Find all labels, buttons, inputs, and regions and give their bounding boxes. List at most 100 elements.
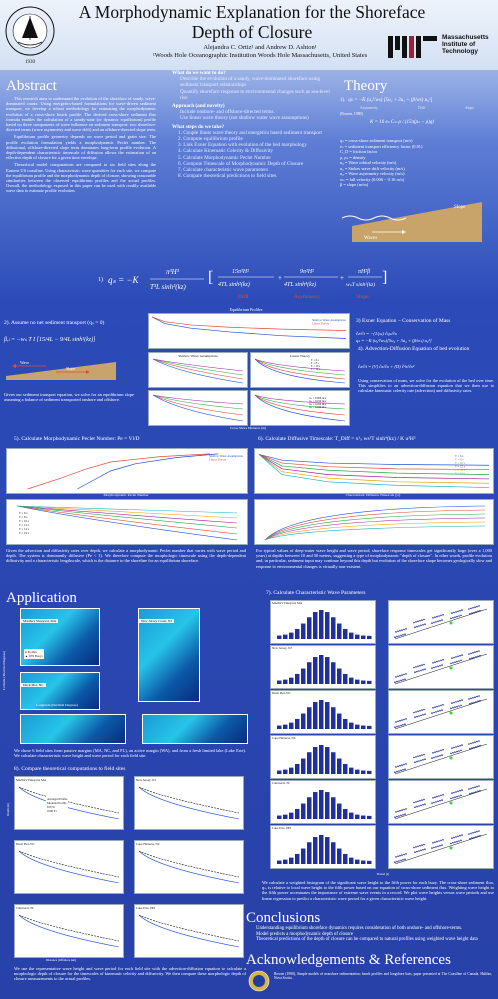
histogram-bar xyxy=(307,797,312,819)
sec7-title: 7). Calculate Characteristic Wave Parame… xyxy=(266,590,366,596)
sub-chart-shallow-t: Shallow Water Assumptions xyxy=(148,352,248,388)
histogram-bar xyxy=(343,628,348,639)
histogram-bar xyxy=(277,635,282,639)
series-line xyxy=(258,454,490,480)
histogram-bar xyxy=(325,792,330,819)
scatter-point xyxy=(413,621,415,624)
scatter-point xyxy=(470,787,472,790)
svg-text:+: + xyxy=(278,274,282,282)
series-line xyxy=(151,316,347,331)
scatter-point xyxy=(432,617,434,619)
histogram-bar xyxy=(337,623,342,639)
scatter-point xyxy=(415,621,417,623)
approach-heading: Approach (and novelty) xyxy=(172,103,225,110)
histogram-bar xyxy=(313,837,318,864)
scatter-point xyxy=(396,635,398,638)
scatter-point xyxy=(397,810,399,813)
scatter-point xyxy=(468,743,470,745)
scatter-point xyxy=(440,659,442,662)
legend-entry: T = 8 s xyxy=(455,458,464,462)
scatter-point xyxy=(452,662,454,664)
scatter-point xyxy=(461,609,463,611)
abstract-p2: Equilibrium profile geometry depends on … xyxy=(6,134,156,161)
scatter-point xyxy=(455,791,457,793)
histogram-bar xyxy=(325,612,330,639)
scatter-point xyxy=(419,754,421,757)
scatter-point xyxy=(476,740,478,743)
theory-var: C_D = friction factor xyxy=(340,149,378,154)
histogram-bar xyxy=(289,857,294,864)
scatter-point xyxy=(396,725,398,728)
abstract-p3: Theoretical model computations are compa… xyxy=(6,162,156,194)
timescale-chart-2 xyxy=(254,499,494,545)
scatter-point xyxy=(418,670,420,672)
scatter-point xyxy=(420,804,422,807)
scatter-point xyxy=(398,635,400,637)
scatter-point xyxy=(478,830,480,832)
scatter-point xyxy=(468,833,470,835)
wave-scatter xyxy=(388,735,494,779)
scatter-point xyxy=(394,726,396,728)
scatter-point xyxy=(460,749,462,752)
svg-text:T³L sinh³(kz): T³L sinh³(kz) xyxy=(150,283,186,291)
histogram-bar xyxy=(367,815,372,819)
regression-line xyxy=(394,698,488,730)
scatter-point xyxy=(458,615,460,617)
scatter-point xyxy=(401,629,403,631)
scatter-point xyxy=(476,830,478,833)
scatter-point xyxy=(420,624,422,627)
sec4-title: 4). Advection-Diffusion Equation of bed … xyxy=(358,346,470,352)
ws-legend-entry: wₛ = 0.010 m/s xyxy=(309,400,326,403)
scatter-point xyxy=(461,699,463,701)
scatter-point xyxy=(438,795,440,797)
map-title: Martha's Vineyard, MA xyxy=(21,619,59,623)
series-line xyxy=(151,316,347,339)
histogram-bar xyxy=(283,679,288,684)
map-new-jersey: New Jersey Coast, NJ xyxy=(138,608,200,702)
histogram-bar xyxy=(289,812,294,819)
scatter-point xyxy=(405,853,407,855)
scatter-point xyxy=(395,766,397,768)
scatter-point xyxy=(431,622,433,624)
scatter-point xyxy=(460,614,462,617)
scatter-point xyxy=(431,847,433,849)
scatter-point xyxy=(415,756,417,758)
scatter-point xyxy=(450,662,452,665)
scatter-point xyxy=(395,811,397,813)
scatter-point xyxy=(422,759,424,761)
scatter-point xyxy=(451,657,453,659)
sec2-diagram: Wave Slope xyxy=(6,358,126,380)
scatter-point xyxy=(403,808,405,811)
big-eq-label: 1) xyxy=(98,277,103,283)
histogram-bar xyxy=(355,724,360,729)
scatter-point xyxy=(418,850,420,852)
ws-legend-entry: wₛ = 0.020 m/s xyxy=(309,403,326,406)
scatter-point xyxy=(405,808,407,810)
regression-line xyxy=(394,608,488,640)
scatter-point xyxy=(457,655,459,658)
histogram-bar xyxy=(343,808,348,819)
characteristic-point xyxy=(449,756,453,760)
histogram-bar xyxy=(337,848,342,864)
theory-var: qₛ = cross-shore sediment transport (m/s… xyxy=(340,138,413,143)
histogram-bar xyxy=(319,610,324,639)
histogram-title: Cape Hatteras, NC xyxy=(272,736,296,740)
scatter-point xyxy=(422,714,424,716)
scatter-point xyxy=(402,769,404,771)
diagram-label-waves: Waves xyxy=(364,236,377,241)
wave-scatter xyxy=(388,690,494,734)
theory-var: u₂ = Wave asymmetry velocity (m/s) xyxy=(340,171,405,176)
scatter-point xyxy=(469,792,471,795)
scatter-point xyxy=(442,659,444,661)
histogram-bar xyxy=(367,635,372,639)
scatter-point xyxy=(399,719,401,722)
timescale-xlabel: Characteristic Diffusive Timescale (yr) xyxy=(345,493,401,497)
theory-var: u₀ = Wave orbital velocity (m/s) xyxy=(340,160,397,165)
scatter-point xyxy=(396,860,398,863)
scatter-point xyxy=(441,619,443,621)
equilibrium-chart: Shallow Water Assumptions Linear Theory xyxy=(148,313,350,349)
scatter-point xyxy=(441,844,443,846)
scatter-point xyxy=(431,712,433,714)
wave-scatter xyxy=(388,780,494,824)
scatter-point xyxy=(474,696,476,698)
